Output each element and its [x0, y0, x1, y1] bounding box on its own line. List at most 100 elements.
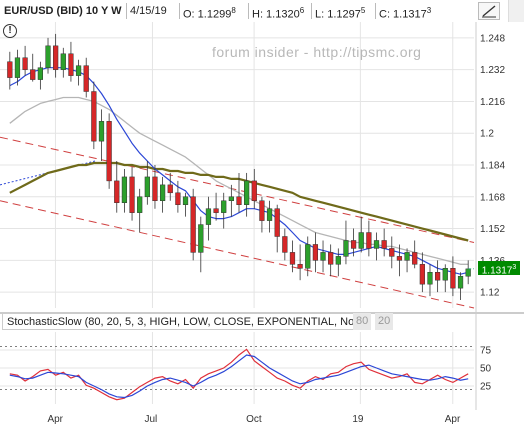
time-tick-label: Oct — [246, 414, 262, 425]
candle-down — [167, 184, 173, 194]
lower-channel-line — [0, 200, 475, 309]
candle-up — [404, 252, 410, 261]
candle-down — [389, 248, 395, 257]
candle-up — [442, 268, 448, 281]
candle-down — [129, 176, 135, 213]
candle-up — [159, 184, 166, 202]
candle-down — [435, 272, 441, 281]
candle-down — [412, 252, 418, 265]
stoch-tick-label: 25 — [480, 382, 492, 393]
price-tick-label: 1.232 — [480, 65, 505, 76]
scrollbar[interactable] — [508, 0, 524, 22]
candle-down — [236, 196, 242, 205]
candle-down — [419, 264, 425, 285]
candle-up — [266, 208, 273, 221]
candle-down — [175, 192, 181, 205]
price-tick-label: 1.2 — [480, 129, 494, 140]
candle-down — [190, 196, 196, 253]
candle-down — [251, 180, 257, 201]
header-divider — [375, 3, 376, 19]
moving-average-lines — [9, 67, 469, 275]
stoch-tick-label: 75 — [480, 346, 492, 357]
price-tick-label: 1.168 — [480, 192, 505, 203]
header-divider — [179, 3, 180, 19]
candle-up — [335, 256, 341, 265]
candle-up — [182, 196, 189, 205]
candle-down — [381, 240, 387, 249]
candle-down — [152, 176, 158, 202]
candle-up — [358, 232, 364, 249]
price-tick-label: 1.152 — [480, 224, 505, 235]
candle-down — [53, 45, 59, 70]
chart-header: EUR/USD (BID) 10 Y W 4/15/19 O: 1.12998 … — [0, 0, 524, 22]
candle-down — [22, 57, 28, 70]
candle-down — [83, 65, 89, 92]
candle-down — [450, 268, 456, 289]
candle-up — [45, 45, 51, 68]
candle-up — [228, 196, 234, 201]
candle-up — [121, 176, 128, 203]
candle-up — [320, 252, 326, 261]
stochastic-gridlines — [0, 332, 474, 404]
candle-down — [91, 91, 97, 142]
high-value: H: 1.13206 — [252, 6, 305, 21]
price-tick-label: 1.216 — [480, 97, 505, 108]
price-tick-label: 1.184 — [480, 161, 505, 172]
candle-down — [106, 121, 112, 182]
candle-down — [282, 236, 288, 253]
indicator-param-20[interactable]: 20 — [375, 313, 394, 330]
candle-down — [350, 240, 357, 249]
trendline-icon — [482, 5, 496, 18]
candle-down — [274, 208, 280, 237]
candle-up — [373, 240, 380, 249]
indicator-label[interactable]: StochasticSlow (80, 20, 5, 3, HIGH, LOW,… — [2, 313, 363, 330]
header-divider — [248, 3, 249, 19]
time-tick-label: Jul — [144, 414, 157, 425]
close-value: C: 1.13173 — [379, 6, 432, 21]
candlestick-series — [7, 33, 474, 301]
candle-up — [137, 196, 143, 213]
open-value: O: 1.12998 — [183, 6, 236, 21]
stoch-d-line — [9, 348, 469, 401]
candle-up — [198, 224, 204, 253]
last-price-badge: 1.13173 — [478, 261, 520, 276]
candle-down — [7, 61, 13, 78]
time-tick-label: 19 — [352, 414, 364, 425]
header-divider — [126, 3, 127, 19]
candle-up — [144, 176, 150, 198]
trendline-tool-button[interactable] — [478, 2, 500, 20]
candle-up — [244, 180, 250, 205]
candle-down — [396, 256, 403, 261]
candle-down — [289, 252, 296, 265]
candle-up — [427, 272, 433, 285]
time-tick-label: Apr — [47, 414, 63, 425]
candle-up — [457, 275, 464, 289]
stochastic-lines — [9, 348, 469, 401]
candle-up — [60, 53, 66, 70]
candle-down — [114, 180, 120, 203]
candle-up — [37, 67, 43, 80]
candle-up — [465, 268, 471, 277]
candle-down — [213, 208, 219, 213]
candle-up — [221, 200, 227, 213]
watermark-text: forum insider - http://tipsmc.org — [212, 44, 422, 60]
candle-up — [205, 208, 212, 225]
candle-down — [328, 252, 334, 265]
date-label: 4/15/19 — [130, 5, 167, 17]
header-divider — [311, 3, 312, 19]
ma-fast-line — [9, 67, 469, 275]
candle-up — [14, 57, 21, 78]
stoch-k-line — [9, 354, 469, 399]
candle-up — [98, 121, 105, 142]
price-tick-label: 1.248 — [480, 33, 505, 44]
alert-icon[interactable]: ! — [3, 24, 17, 38]
candle-down — [68, 53, 74, 76]
low-value: L: 1.12975 — [315, 6, 366, 21]
stoch-tick-label: 50 — [480, 364, 492, 375]
candle-up — [305, 244, 311, 269]
symbol-label[interactable]: EUR/USD (BID) 10 Y W — [4, 5, 122, 17]
candle-down — [366, 232, 372, 249]
indicator-param-80[interactable]: 80 — [353, 313, 372, 330]
